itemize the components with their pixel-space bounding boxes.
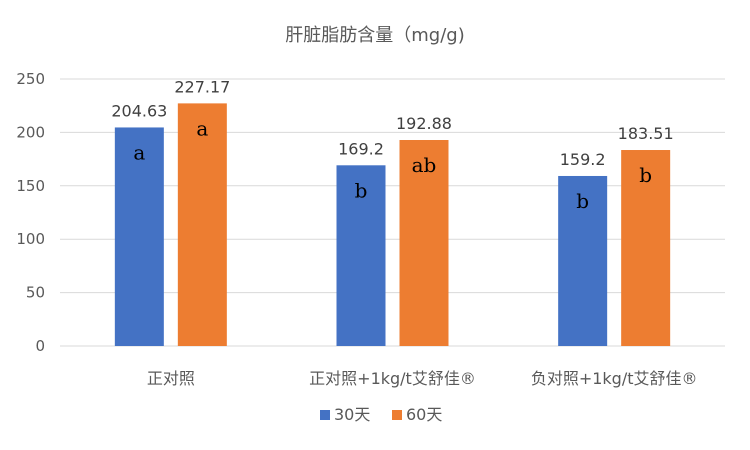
significance-letter: ab (412, 153, 437, 177)
y-tick-label: 0 (35, 337, 45, 355)
data-label: 192.88 (396, 114, 452, 133)
bar (399, 140, 449, 346)
chart-title: 肝脏脂肪含量（mg/g) (285, 25, 464, 46)
significance-letter: b (639, 163, 652, 187)
legend-label: 30天 (334, 405, 370, 424)
bar (177, 103, 227, 346)
y-tick-label: 250 (16, 70, 45, 88)
bar (558, 175, 608, 346)
y-axis-tick-labels: 0 50 100 150 200 250 (16, 70, 45, 355)
data-label: 169.2 (338, 139, 384, 158)
data-label: 227.17 (174, 77, 230, 96)
y-tick-label: 100 (16, 230, 45, 248)
y-tick-label: 50 (26, 284, 45, 302)
x-category-label: 负对照+1kg/t艾舒佳® (531, 369, 698, 388)
legend-swatch (392, 410, 402, 420)
data-label: 183.51 (618, 124, 674, 143)
bar (336, 165, 386, 346)
legend-swatch (320, 410, 330, 420)
significance-letter: a (133, 140, 145, 164)
x-category-label: 正对照 (147, 369, 195, 388)
legend: 30天 60天 (320, 405, 442, 424)
data-label: 159.2 (560, 150, 606, 169)
x-category-label: 正对照+1kg/t艾舒佳® (309, 369, 476, 388)
significance-letter: a (196, 116, 208, 140)
significance-letter: b (355, 178, 368, 202)
significance-letter: b (576, 189, 589, 213)
bar (114, 127, 164, 346)
y-tick-label: 150 (16, 177, 45, 195)
bar (621, 150, 671, 346)
legend-label: 60天 (406, 405, 442, 424)
data-label: 204.63 (111, 101, 167, 120)
gridlines (60, 78, 725, 347)
y-tick-label: 200 (16, 123, 45, 141)
x-axis-category-labels: 正对照 正对照+1kg/t艾舒佳® 负对照+1kg/t艾舒佳® (147, 369, 698, 388)
bars: 204.63 a 227.17 a 169.2 b 192.88 ab 159.2 b 183.51… (111, 77, 674, 346)
